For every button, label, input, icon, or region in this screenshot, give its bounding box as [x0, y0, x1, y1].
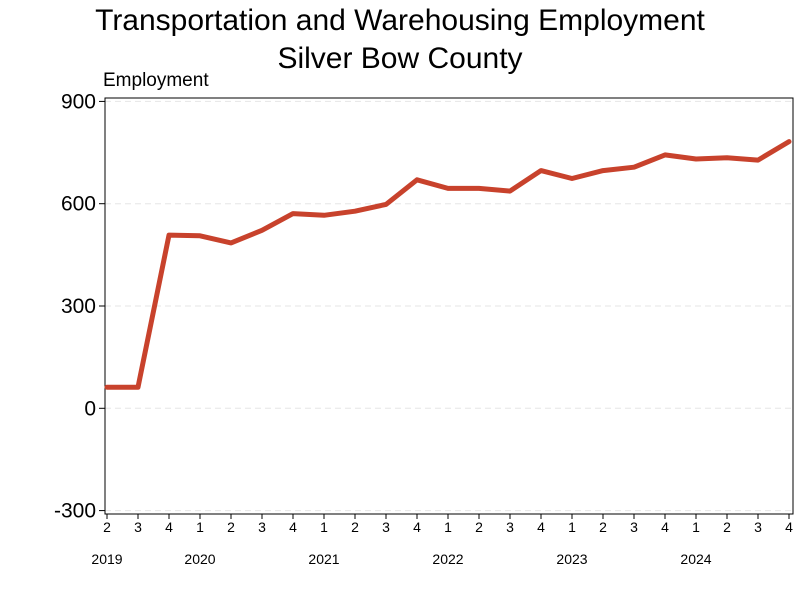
y-axis-label: Employment [103, 70, 209, 91]
x-year-label: 2024 [680, 551, 711, 567]
y-tick-label: 0 [84, 397, 96, 420]
x-tick-label: 3 [258, 519, 266, 535]
y-axis: -300 0 300 600 900 [54, 90, 105, 523]
x-year-label: 2019 [91, 551, 122, 567]
x-tick-label: 4 [413, 519, 421, 535]
series-area [104, 139, 792, 390]
gridlines [105, 100, 793, 512]
x-tick-label: 3 [134, 519, 142, 535]
x-year-label: 2023 [556, 551, 587, 567]
x-tick-label: 2 [103, 519, 111, 535]
y-tick-label: -300 [54, 500, 96, 523]
x-tick-label: 3 [506, 519, 514, 535]
x-tick-label: 4 [785, 519, 793, 535]
x-tick-label: 3 [382, 519, 390, 535]
x-tick-label: 3 [754, 519, 762, 535]
x-tick-label: 4 [661, 519, 669, 535]
x-tick-label: 3 [630, 519, 638, 535]
y-tick-label: 600 [61, 193, 96, 216]
chart-title: Transportation and Warehousing Employmen… [95, 4, 705, 37]
x-tick-label: 4 [165, 519, 173, 535]
x-tick-label: 4 [289, 519, 297, 535]
x-year-label: 2020 [184, 551, 215, 567]
series-line [104, 139, 792, 390]
x-tick-label: 2 [599, 519, 607, 535]
y-tick-label: 900 [61, 90, 96, 113]
x-year-label: 2021 [308, 551, 339, 567]
x-tick-label: 2 [227, 519, 235, 535]
x-tick-label: 4 [537, 519, 545, 535]
x-axis: 2 3 4 1 2 3 4 1 2 3 4 1 2 3 4 1 2 3 4 1 2 3 4 2019 2020 2021 2022 2… [91, 514, 793, 567]
x-tick-label: 2 [351, 519, 359, 535]
x-tick-label: 1 [444, 519, 452, 535]
x-tick-label: 2 [723, 519, 731, 535]
x-tick-label: 1 [196, 519, 204, 535]
y-tick-label: 300 [61, 295, 96, 318]
x-tick-label: 1 [692, 519, 700, 535]
x-year-label: 2022 [432, 551, 463, 567]
x-tick-label: 1 [320, 519, 328, 535]
chart-subtitle: Silver Bow County [277, 42, 522, 75]
x-tick-label: 2 [475, 519, 483, 535]
x-tick-label: 1 [568, 519, 576, 535]
